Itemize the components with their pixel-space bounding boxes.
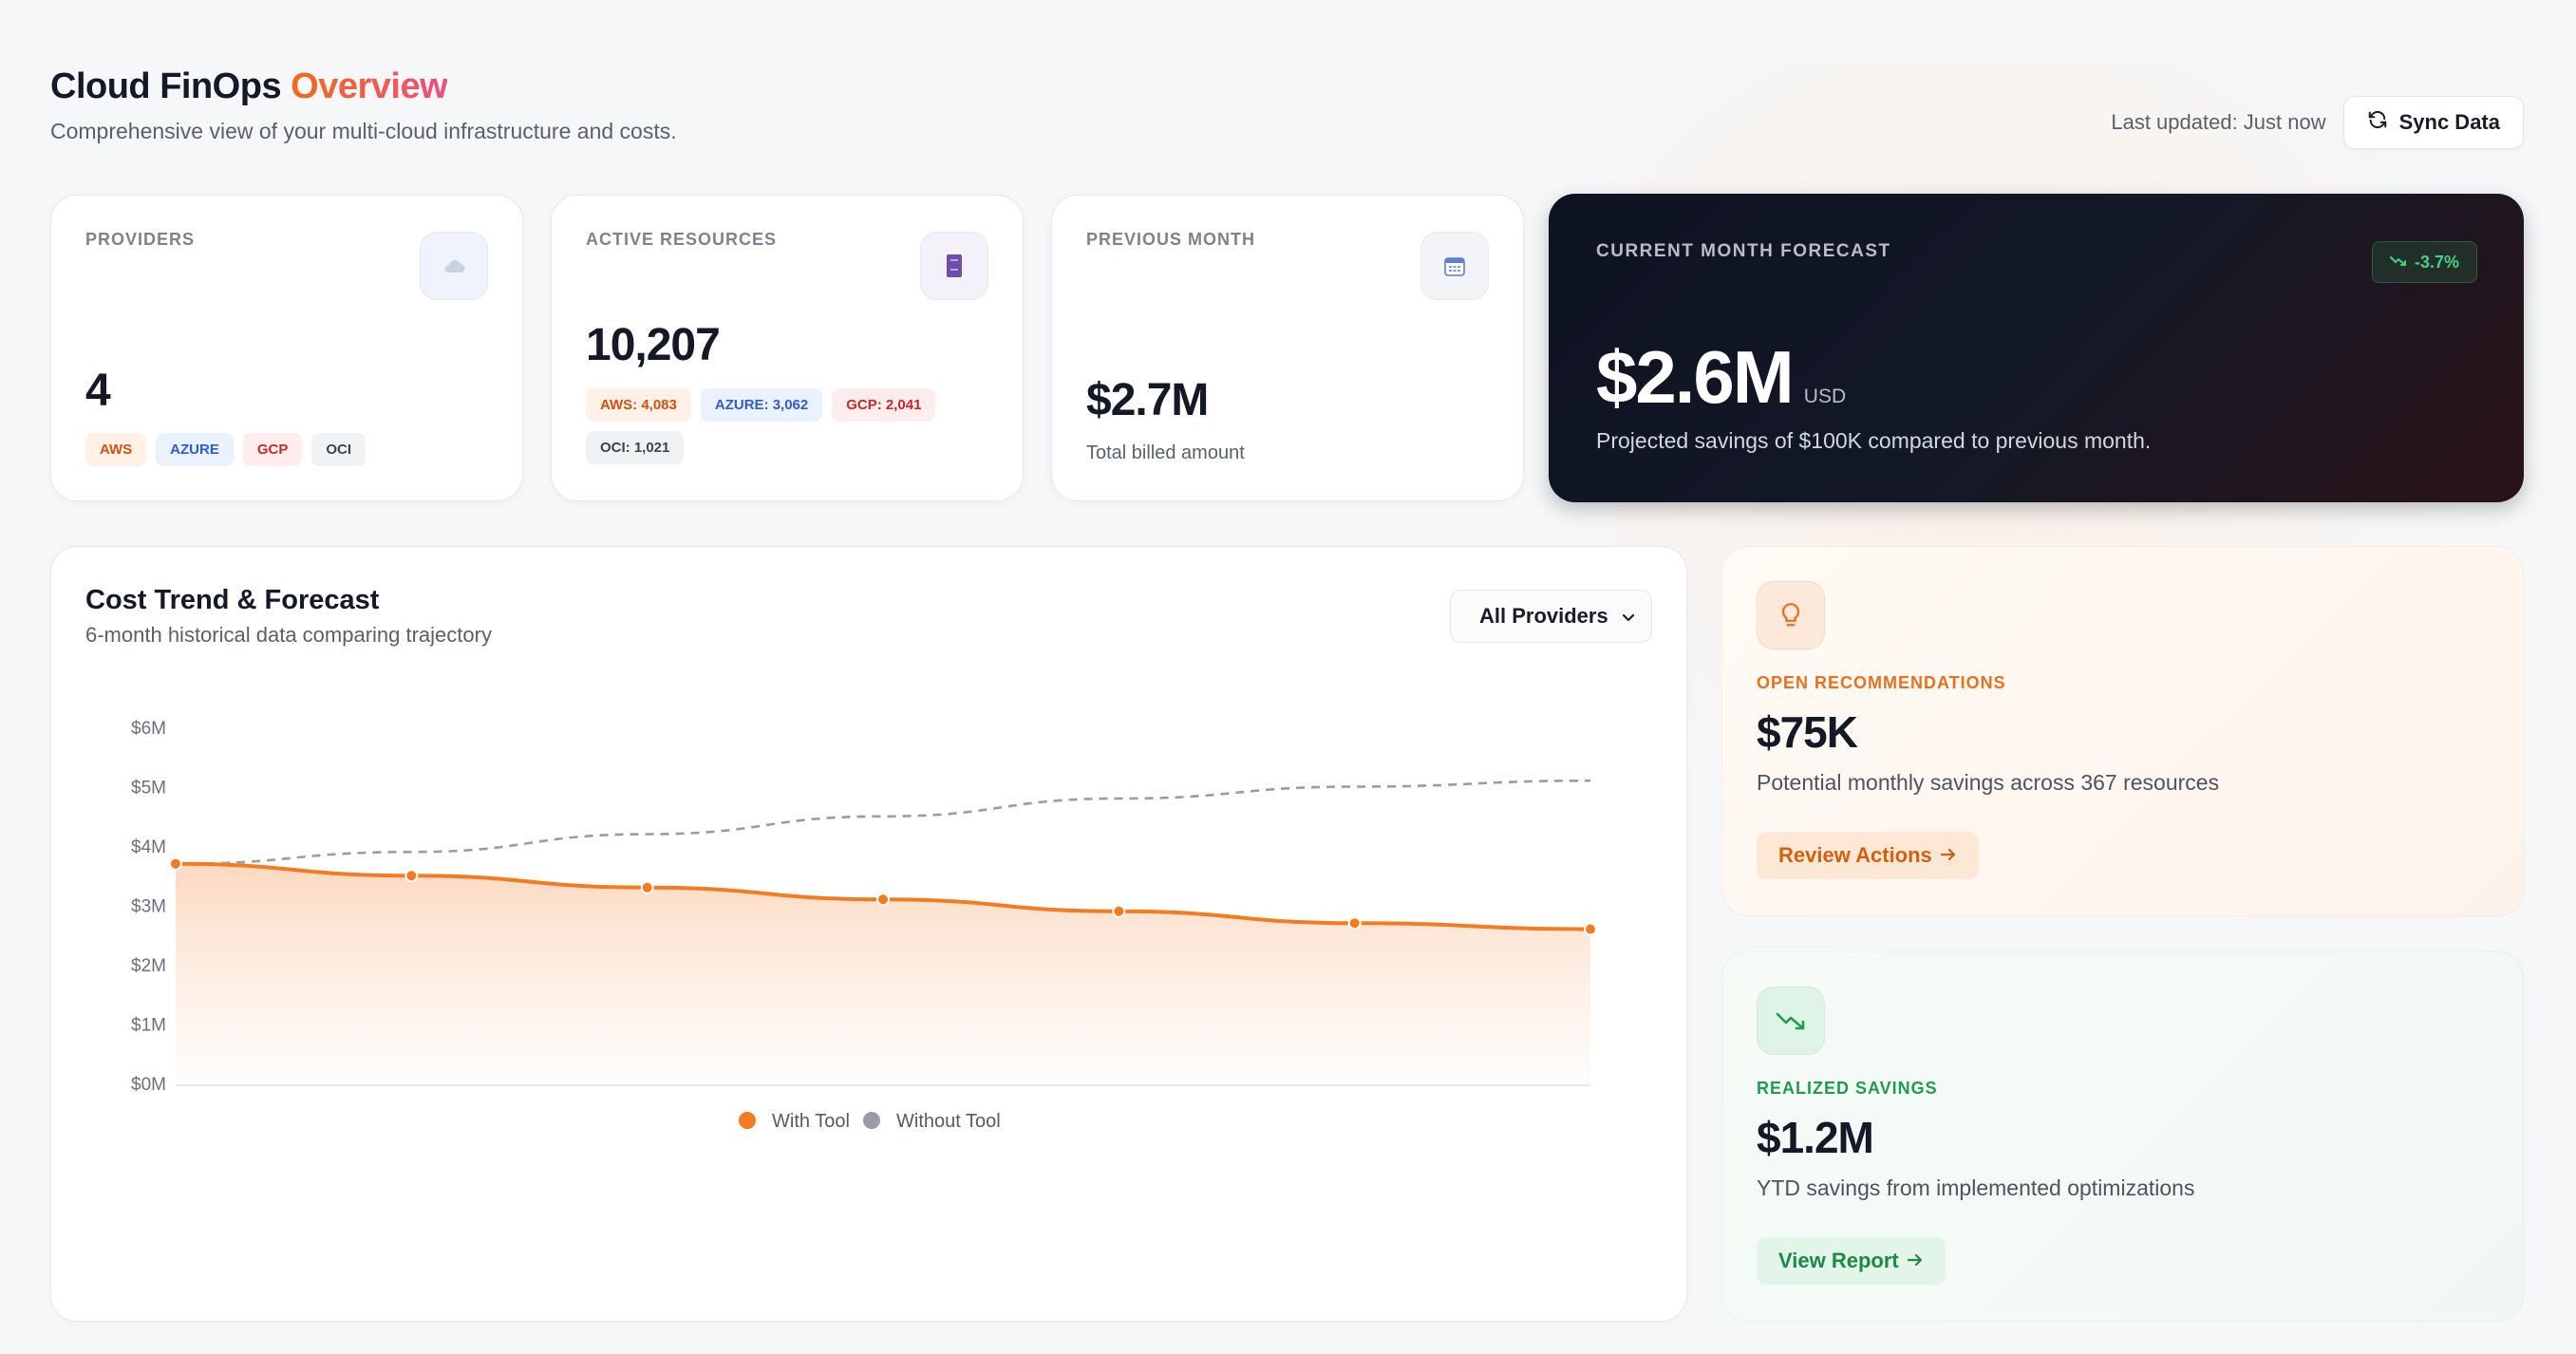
active-resources-card: ACTIVE RESOURCES 10,207 AWS: 4,083 AZURE… bbox=[551, 195, 1024, 501]
provider-tag-azure: AZURE bbox=[156, 433, 234, 466]
last-updated-text: Last updated: Just now bbox=[2111, 110, 2326, 134]
forecast-note: Projected savings of $100K compared to p… bbox=[1596, 428, 2152, 453]
review-actions-button[interactable]: Review Actions bbox=[1757, 832, 1979, 879]
with-tool-point bbox=[1347, 916, 1362, 931]
legend-with-tool-marker bbox=[739, 1112, 756, 1129]
with-tool-point bbox=[640, 880, 654, 894]
sync-data-button[interactable]: Sync Data bbox=[2342, 96, 2524, 149]
previous-month-label: PREVIOUS MONTH bbox=[1086, 230, 1256, 249]
legend-without-tool-label: Without Tool bbox=[896, 1111, 1001, 1132]
cloud-icon bbox=[420, 232, 488, 300]
page-subtitle: Comprehensive view of your multi-cloud i… bbox=[50, 119, 677, 143]
chart-subtitle: 6-month historical data comparing trajec… bbox=[85, 623, 492, 647]
providers-card: PROVIDERS 4 AWS AZURE GCP OCI bbox=[50, 195, 523, 501]
recommendations-label: OPEN RECOMMENDATIONS bbox=[1757, 673, 2006, 692]
view-report-label: View Report bbox=[1778, 1249, 1899, 1272]
previous-month-note: Total billed amount bbox=[1086, 442, 1245, 463]
provider-tag-aws: AWS bbox=[85, 433, 147, 466]
legend-without-tool-marker bbox=[863, 1112, 880, 1129]
arrow-right-icon bbox=[1940, 843, 1957, 868]
server-icon bbox=[920, 232, 988, 300]
y-tick-label: $4M bbox=[131, 837, 166, 857]
y-tick-label: $2M bbox=[131, 956, 166, 976]
y-tick-label: $5M bbox=[131, 779, 166, 799]
page-title: Cloud FinOps Overview bbox=[50, 66, 677, 107]
with-tool-point bbox=[169, 856, 182, 871]
providers-tags: AWS AZURE GCP OCI bbox=[85, 433, 494, 466]
lightbulb-icon bbox=[1757, 581, 1825, 649]
provider-filter-select[interactable]: All Providers bbox=[1450, 590, 1652, 643]
previous-month-value: $2.7M bbox=[1086, 375, 1209, 425]
chart-title: Cost Trend & Forecast bbox=[85, 585, 380, 615]
legend-with-tool-label: With Tool bbox=[772, 1111, 850, 1132]
open-recommendations-card: OPEN RECOMMENDATIONS $75K Potential mont… bbox=[1721, 546, 2524, 916]
resources-tags: AWS: 4,083 AZURE: 3,062 GCP: 2,041 OCI: … bbox=[586, 388, 994, 464]
review-actions-label: Review Actions bbox=[1778, 843, 1932, 867]
trending-down-icon bbox=[2389, 253, 2407, 273]
realized-savings-value: $1.2M bbox=[1757, 1113, 1874, 1162]
chevron-down-icon bbox=[1621, 604, 1636, 629]
y-tick-label: $6M bbox=[131, 719, 166, 739]
recommendations-description: Potential monthly savings across 367 res… bbox=[1757, 770, 2220, 795]
realized-savings-card: REALIZED SAVINGS $1.2M YTD savings from … bbox=[1721, 951, 2524, 1322]
cost-trend-chart: $0M $1M $2M $3M $4M $5M $6M With Tool Without To… bbox=[131, 719, 1597, 1132]
page-title-prefix: Cloud FinOps bbox=[50, 66, 282, 106]
provider-filter-value: All Providers bbox=[1479, 604, 1608, 628]
page-header: Cloud FinOps Overview Comprehensive view… bbox=[50, 66, 677, 144]
forecast-value: $2.6M bbox=[1596, 335, 1795, 419]
cost-trend-card: $0M $1M $2M $3M $4M $5M $6M With Tool Without To… bbox=[50, 546, 1687, 1322]
providers-value: 4 bbox=[85, 366, 111, 416]
resource-tag-oci: OCI: 1,021 bbox=[586, 431, 685, 464]
with-tool-point bbox=[404, 869, 419, 883]
with-tool-point bbox=[1112, 904, 1126, 918]
realized-savings-description: YTD savings from implemented optimizatio… bbox=[1757, 1175, 2195, 1200]
calendar-icon bbox=[1420, 232, 1489, 300]
view-report-button[interactable]: View Report bbox=[1757, 1237, 1946, 1285]
arrow-right-icon bbox=[1907, 1249, 1924, 1273]
previous-month-card: PREVIOUS MONTH $2.7M Total billed amount bbox=[1051, 195, 1524, 501]
forecast-change-badge: -3.7% bbox=[2371, 241, 2477, 283]
with-tool-point bbox=[1584, 922, 1597, 936]
y-tick-label: $1M bbox=[131, 1016, 166, 1036]
forecast-unit: USD bbox=[1803, 386, 1847, 407]
resources-value: 10,207 bbox=[586, 320, 721, 370]
resource-tag-gcp: GCP: 2,041 bbox=[832, 388, 936, 422]
resources-label: ACTIVE RESOURCES bbox=[586, 230, 778, 249]
sync-data-label: Sync Data bbox=[2398, 110, 2500, 134]
provider-tag-oci: OCI bbox=[311, 433, 367, 466]
header-actions: Last updated: Just now Sync Data bbox=[2111, 96, 2524, 149]
providers-label: PROVIDERS bbox=[85, 230, 196, 249]
trending-down-icon bbox=[1757, 987, 1825, 1055]
forecast-change-value: -3.7% bbox=[2414, 252, 2459, 272]
resource-tag-aws: AWS: 4,083 bbox=[586, 388, 691, 422]
forecast-label: CURRENT MONTH FORECAST bbox=[1596, 241, 1891, 261]
realized-savings-label: REALIZED SAVINGS bbox=[1757, 1079, 1938, 1098]
provider-tag-gcp: GCP bbox=[242, 433, 303, 466]
y-tick-label: $0M bbox=[131, 1075, 166, 1095]
recommendations-value: $75K bbox=[1757, 707, 1858, 757]
refresh-icon bbox=[2367, 109, 2388, 136]
page-title-accent: Overview bbox=[291, 66, 448, 106]
current-month-forecast-card: CURRENT MONTH FORECAST -3.7% $2.6M USD P… bbox=[1549, 194, 2524, 502]
without-tool-line bbox=[175, 779, 1591, 866]
forecast-value-group: $2.6M USD bbox=[1596, 334, 1846, 421]
resource-tag-azure: AZURE: 3,062 bbox=[700, 388, 823, 422]
y-tick-label: $3M bbox=[131, 897, 166, 917]
with-tool-point bbox=[876, 893, 890, 907]
